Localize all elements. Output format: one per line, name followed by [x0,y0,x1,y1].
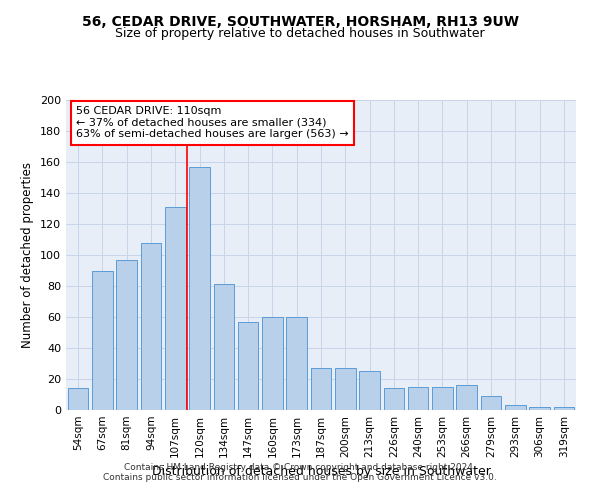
Bar [457,385,477,410]
Bar [408,387,428,410]
Text: 56, CEDAR DRIVE, SOUTHWATER, HORSHAM, RH13 9UW: 56, CEDAR DRIVE, SOUTHWATER, HORSHAM, RH… [82,15,518,29]
Text: Contains HM Land Registry data © Crown copyright and database right 2024.: Contains HM Land Registry data © Crown c… [124,464,476,472]
Bar [286,317,307,410]
Bar [311,368,331,410]
Bar [335,368,356,410]
Bar [140,242,161,410]
Bar [189,166,210,410]
Bar [116,260,137,410]
Bar [68,388,88,410]
Bar [432,387,453,410]
Bar [92,270,113,410]
Text: Size of property relative to detached houses in Southwater: Size of property relative to detached ho… [115,28,485,40]
Text: Contains public sector information licensed under the Open Government Licence v3: Contains public sector information licen… [103,474,497,482]
Bar [383,388,404,410]
Bar [505,406,526,410]
Bar [262,317,283,410]
Bar [214,284,234,410]
Bar [359,371,380,410]
Bar [238,322,259,410]
Text: 56 CEDAR DRIVE: 110sqm
← 37% of detached houses are smaller (334)
63% of semi-de: 56 CEDAR DRIVE: 110sqm ← 37% of detached… [76,106,349,140]
Bar [481,396,502,410]
Bar [165,207,185,410]
Y-axis label: Number of detached properties: Number of detached properties [22,162,34,348]
Bar [554,407,574,410]
X-axis label: Distribution of detached houses by size in Southwater: Distribution of detached houses by size … [152,466,490,478]
Bar [529,407,550,410]
